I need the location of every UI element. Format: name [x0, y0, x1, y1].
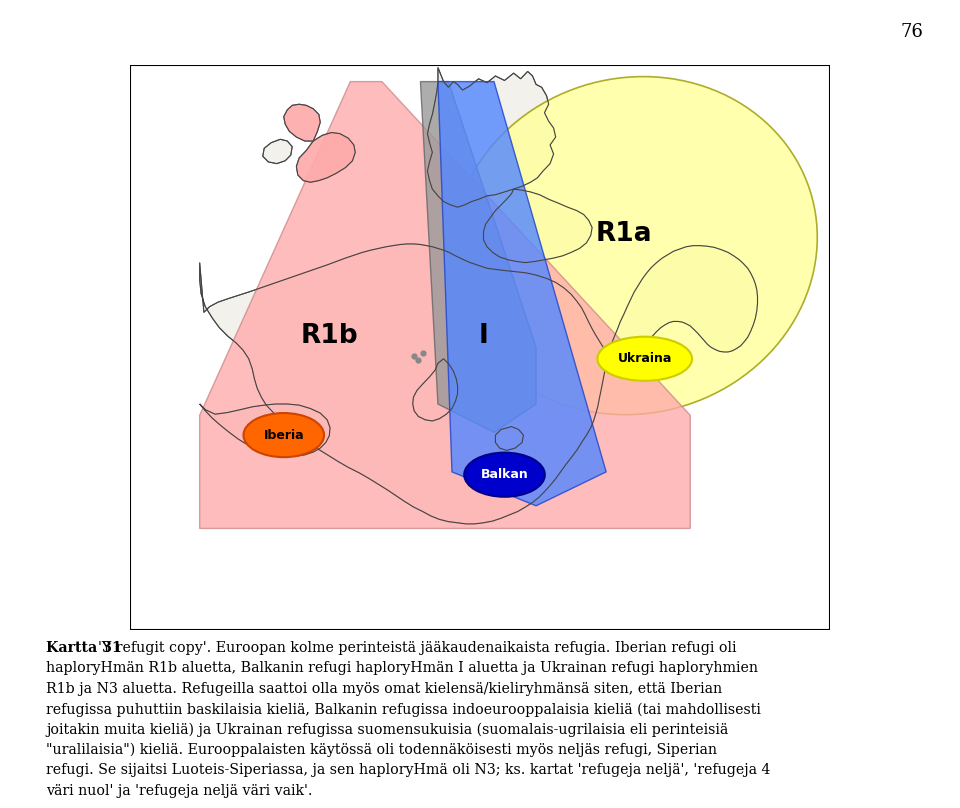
Text: Balkan: Balkan	[481, 468, 528, 482]
Polygon shape	[284, 104, 321, 141]
Text: I: I	[479, 323, 489, 349]
Polygon shape	[297, 133, 355, 183]
Polygon shape	[297, 133, 355, 183]
Polygon shape	[427, 68, 556, 207]
Polygon shape	[420, 82, 536, 432]
Polygon shape	[413, 359, 458, 421]
Text: R1b ja N3 aluetta. Refugeilla saattoi olla myös omat kielensä/kieliryhmänsä site: R1b ja N3 aluetta. Refugeilla saattoi ol…	[46, 682, 722, 696]
Polygon shape	[484, 189, 592, 263]
Polygon shape	[200, 82, 690, 528]
Text: "uralilaisia") kieliä. Eurooppalaisten käytössä oli todennäköisesti myös neljäs : "uralilaisia") kieliä. Eurooppalaisten k…	[46, 743, 717, 757]
Text: joitakin muita kieliä) ja Ukrainan refugissa suomensukuisia (suomalais-ugrilaisi: joitakin muita kieliä) ja Ukrainan refug…	[46, 722, 729, 737]
Polygon shape	[263, 139, 292, 164]
Text: Kartta 31: Kartta 31	[46, 641, 122, 655]
Ellipse shape	[597, 337, 692, 381]
Polygon shape	[495, 427, 523, 450]
Polygon shape	[284, 104, 321, 141]
Text: Ukraina: Ukraina	[617, 352, 672, 365]
Ellipse shape	[451, 77, 817, 415]
Text: refugissa puhuttiin baskilaisia kieliä, Balkanin refugissa indoeurooppalaisia ki: refugissa puhuttiin baskilaisia kieliä, …	[46, 702, 761, 717]
Text: 'Y refugit copy'. Euroopan kolme perinteistä jääkaudenaikaista refugia. Iberian : 'Y refugit copy'. Euroopan kolme perinte…	[98, 641, 736, 655]
Ellipse shape	[465, 452, 545, 497]
Polygon shape	[438, 82, 606, 506]
Ellipse shape	[244, 413, 324, 457]
Text: 76: 76	[900, 23, 924, 40]
Text: väri nuol' ja 'refugeja neljä väri vaik'.: väri nuol' ja 'refugeja neljä väri vaik'…	[46, 784, 313, 797]
Text: R1a: R1a	[595, 221, 652, 247]
Text: refugi. Se sijaitsi Luoteis-Siperiassa, ja sen haploryHmä oli N3; ks. kartat 're: refugi. Se sijaitsi Luoteis-Siperiassa, …	[46, 764, 771, 777]
Text: Iberia: Iberia	[263, 428, 304, 442]
Polygon shape	[200, 404, 330, 456]
Polygon shape	[200, 244, 757, 524]
Text: R1b: R1b	[300, 323, 358, 349]
Text: haploryHmän R1b aluetta, Balkanin refugi haploryHmän I aluetta ja Ukrainan refug: haploryHmän R1b aluetta, Balkanin refugi…	[46, 662, 758, 675]
